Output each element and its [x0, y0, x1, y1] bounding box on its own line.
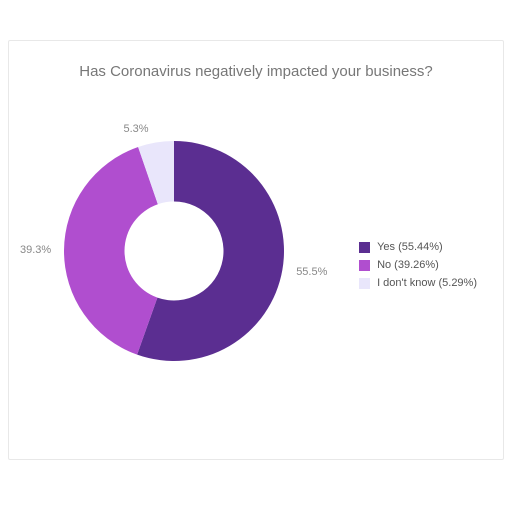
- legend-swatch-1: [359, 260, 370, 271]
- slice-label-2: 5.3%: [123, 123, 148, 135]
- donut-chart: 55.5%39.3%5.3%: [49, 126, 299, 376]
- chart-card: Has Coronavirus negatively impacted your…: [8, 40, 504, 460]
- legend-item-2: I don't know (5.29%): [359, 277, 477, 289]
- chart-title: Has Coronavirus negatively impacted your…: [9, 41, 503, 80]
- legend-swatch-0: [359, 242, 370, 253]
- donut-slice-1: [64, 147, 158, 355]
- legend-item-1: No (39.26%): [359, 259, 477, 271]
- legend: Yes (55.44%) No (39.26%) I don't know (5.2…: [359, 241, 477, 295]
- legend-label-2: I don't know (5.29%): [377, 277, 477, 289]
- slice-label-1: 39.3%: [20, 244, 51, 256]
- slice-label-0: 55.5%: [296, 266, 327, 278]
- legend-label-1: No (39.26%): [377, 259, 439, 271]
- legend-item-0: Yes (55.44%): [359, 241, 477, 253]
- legend-swatch-2: [359, 278, 370, 289]
- legend-label-0: Yes (55.44%): [377, 241, 443, 253]
